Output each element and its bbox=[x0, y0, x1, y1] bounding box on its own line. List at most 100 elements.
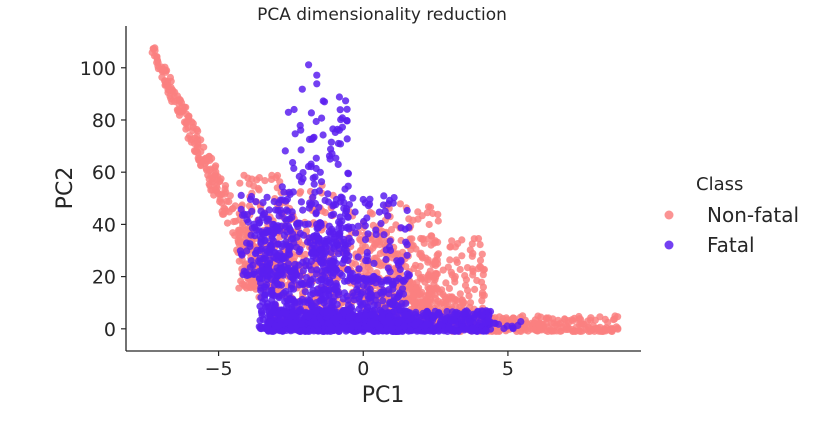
scatter-point bbox=[275, 309, 283, 318]
scatter-point bbox=[468, 240, 476, 248]
scatter-point bbox=[313, 71, 321, 79]
scatter-point bbox=[343, 213, 352, 221]
scatter-point bbox=[311, 173, 319, 181]
scatter-point bbox=[253, 246, 261, 254]
scatter-point bbox=[246, 263, 254, 271]
scatter-point bbox=[355, 265, 363, 273]
scatter-point bbox=[403, 241, 411, 249]
scatter-point bbox=[362, 277, 371, 285]
scatter-point bbox=[395, 293, 403, 301]
scatter-point bbox=[266, 318, 274, 326]
scatter-point bbox=[480, 291, 488, 299]
scatter-point bbox=[312, 154, 320, 162]
scatter-point bbox=[478, 250, 486, 258]
y-tick-label: 80 bbox=[92, 110, 116, 132]
scatter-point bbox=[602, 326, 610, 334]
scatter-point bbox=[364, 230, 372, 238]
scatter-point bbox=[461, 272, 469, 280]
scatter-point bbox=[336, 269, 344, 277]
scatter-point bbox=[403, 251, 411, 259]
scatter-point bbox=[319, 97, 327, 105]
scatter-point bbox=[307, 109, 315, 117]
scatter-point bbox=[451, 278, 459, 286]
scatter-point bbox=[394, 319, 402, 327]
scatter-point bbox=[481, 327, 489, 335]
scatter-point bbox=[296, 189, 304, 197]
scatter-point bbox=[317, 296, 325, 304]
scatter-point bbox=[400, 278, 408, 286]
scatter-point bbox=[299, 206, 307, 214]
scatter-point bbox=[250, 182, 258, 190]
scatter-point bbox=[353, 315, 362, 323]
scatter-point bbox=[221, 190, 229, 198]
scatter-point bbox=[320, 285, 329, 293]
scatter-point bbox=[596, 313, 604, 321]
scatter-point bbox=[359, 195, 367, 204]
scatter-point bbox=[291, 260, 299, 268]
scatter-point bbox=[159, 65, 167, 74]
scatter-point bbox=[338, 217, 346, 225]
scatter-point bbox=[476, 256, 485, 264]
scatter-point bbox=[280, 289, 288, 297]
scatter-point bbox=[332, 314, 340, 322]
scatter-point bbox=[259, 199, 267, 207]
scatter-point bbox=[403, 206, 411, 215]
scatter-point bbox=[289, 159, 297, 167]
scatter-point bbox=[428, 312, 436, 320]
scatter-point bbox=[309, 290, 317, 298]
scatter-point bbox=[312, 307, 320, 315]
scatter-point bbox=[557, 327, 566, 335]
scatter-point bbox=[539, 321, 547, 329]
scatter-point bbox=[568, 325, 576, 333]
scatter-point bbox=[304, 312, 312, 321]
scatter-point bbox=[327, 138, 335, 146]
scatter-point bbox=[342, 97, 350, 105]
scatter-point bbox=[327, 324, 335, 332]
scatter-point bbox=[268, 296, 276, 305]
scatter-point bbox=[345, 314, 353, 322]
scatter-point bbox=[350, 296, 358, 304]
scatter-point bbox=[193, 125, 201, 134]
scatter-point bbox=[435, 309, 443, 317]
scatter-point bbox=[397, 224, 405, 232]
scatter-point bbox=[427, 284, 435, 292]
scatter-point bbox=[258, 311, 266, 319]
scatter-point bbox=[226, 192, 234, 200]
scatter-point bbox=[330, 269, 338, 277]
scatter-point bbox=[434, 250, 442, 258]
scatter-point bbox=[478, 307, 486, 315]
scatter-point bbox=[458, 236, 466, 244]
scatter-point bbox=[205, 166, 213, 174]
scatter-point bbox=[192, 147, 200, 155]
scatter-point bbox=[389, 199, 397, 207]
scatter-point bbox=[582, 325, 590, 333]
legend: Class Non-fatal Fatal bbox=[664, 174, 799, 257]
scatter-point bbox=[260, 283, 269, 291]
scatter-point bbox=[375, 208, 383, 216]
scatter-point bbox=[422, 314, 430, 322]
scatter-point bbox=[305, 61, 313, 69]
scatter-point bbox=[330, 210, 338, 218]
scatter-point bbox=[338, 194, 346, 202]
scatter-point bbox=[307, 299, 315, 307]
scatter-point bbox=[265, 308, 273, 316]
scatter-point bbox=[316, 252, 325, 260]
scatter-point bbox=[343, 105, 351, 113]
scatter-point bbox=[278, 183, 286, 191]
scatter-point bbox=[343, 135, 351, 143]
scatter-point bbox=[271, 322, 279, 330]
scatter-point bbox=[425, 220, 433, 229]
scatter-point bbox=[254, 257, 263, 265]
scatter-point bbox=[313, 80, 321, 88]
scatter-point bbox=[320, 237, 328, 245]
scatter-point bbox=[218, 207, 226, 216]
scatter-point bbox=[445, 323, 453, 332]
scatter-point bbox=[447, 268, 455, 276]
scatter-point bbox=[318, 114, 326, 122]
scatter-point bbox=[414, 269, 422, 277]
scatter-point bbox=[474, 265, 482, 273]
scatter-point bbox=[281, 319, 289, 327]
scatter-point bbox=[286, 227, 295, 235]
scatter-point bbox=[270, 281, 279, 289]
scatter-point bbox=[438, 286, 446, 294]
